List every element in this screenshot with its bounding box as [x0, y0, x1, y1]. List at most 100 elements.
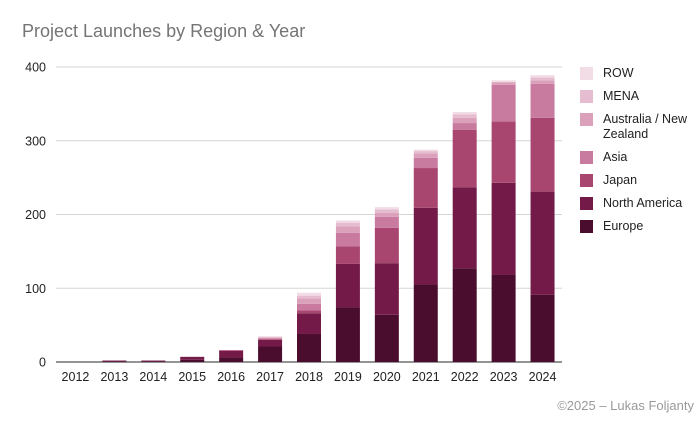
- bar-segment-europe-2016: [219, 357, 244, 362]
- x-tick-label: 2013: [100, 370, 128, 384]
- x-tick-label: 2017: [256, 370, 284, 384]
- bar-segment-asia-2022: [452, 123, 477, 130]
- bar-segment-row-2023: [491, 80, 516, 82]
- legend-swatch: [580, 90, 593, 103]
- x-tick-label: 2018: [295, 370, 323, 384]
- bar-segment-mena-2023: [491, 81, 516, 83]
- bar-segment-north-america-2023: [491, 182, 516, 275]
- bar-segment-asia-2021: [413, 157, 438, 169]
- bar-segment-australia-new-zealand-2020: [374, 213, 399, 217]
- legend-item: ROW: [580, 66, 698, 81]
- bar-segment-north-america-2024: [530, 191, 555, 295]
- chart-title: Project Launches by Region & Year: [22, 21, 306, 41]
- bar-segment-north-america-2017: [258, 339, 283, 347]
- y-tick-label: 0: [39, 356, 46, 370]
- legend-label: MENA: [603, 89, 640, 103]
- bar-segment-japan-2020: [374, 227, 399, 264]
- legend-swatch: [580, 220, 593, 233]
- bar-segment-row-2022: [452, 111, 477, 115]
- legend-item: North America: [580, 196, 698, 211]
- legend-label: Australia / New Zealand: [603, 112, 688, 141]
- bar-segment-mena-2019: [335, 222, 360, 227]
- y-tick-label: 300: [25, 134, 46, 148]
- bar-segment-north-america-2013: [102, 360, 127, 362]
- bar-segment-europe-2023: [491, 274, 516, 362]
- bar-segment-north-america-2021: [413, 207, 438, 285]
- x-tick-label: 2014: [139, 370, 167, 384]
- bar-segment-europe-2021: [413, 284, 438, 362]
- legend-swatch: [580, 151, 593, 164]
- bar-segment-row-2019: [335, 220, 360, 223]
- x-axis: 2012 2013 2014 2015 2016 2017 2018 2019 2020 2021…: [62, 370, 557, 384]
- bar-segment-north-america-2022: [452, 187, 477, 269]
- legend-item: Japan: [580, 173, 698, 188]
- legend-swatch: [580, 67, 593, 80]
- bar-segment-mena-2024: [530, 77, 555, 81]
- bar-segment-japan-2021: [413, 168, 438, 208]
- y-tick-label: 400: [25, 61, 46, 75]
- bar-segment-japan-2016: [219, 350, 244, 351]
- bar-segment-mena-2021: [413, 151, 438, 154]
- bar-segment-asia-2020: [374, 216, 399, 228]
- x-tick-label: 2024: [529, 370, 557, 384]
- bar-segment-europe-2017: [258, 346, 283, 362]
- bar-segment-north-america-2020: [374, 263, 399, 315]
- legend-swatch: [580, 197, 593, 210]
- bar-segment-asia-2024: [530, 83, 555, 118]
- x-tick-label: 2023: [490, 370, 518, 384]
- bar-segment-australia-new-zealand-2019: [335, 226, 360, 233]
- bar-segment-north-america-2014: [141, 360, 166, 362]
- bar-segment-japan-2018: [297, 310, 321, 314]
- bar-segment-europe-2022: [452, 268, 477, 362]
- x-tick-label: 2012: [62, 370, 90, 384]
- bar-segment-australia-new-zealand-2023: [491, 82, 516, 85]
- bar-segment-row-2018: [297, 292, 321, 296]
- bar-segment-mena-2018: [297, 295, 321, 299]
- bar-segment-europe-2013: [102, 361, 127, 363]
- legend-label: ROW: [603, 66, 634, 80]
- bar-segment-mena-2022: [452, 114, 477, 118]
- legend-item: Australia / New Zealand: [580, 112, 698, 142]
- bar-segment-row-2024: [530, 75, 555, 78]
- y-axis: 0 100 200 300 400: [25, 61, 46, 370]
- bar-segment-mena-2017: [258, 336, 283, 338]
- legend-label: North America: [603, 196, 683, 210]
- legend-item: MENA: [580, 89, 698, 104]
- bar-segment-row-2020: [374, 207, 399, 210]
- bar-segment-north-america-2016: [219, 350, 244, 358]
- x-tick-label: 2021: [412, 370, 440, 384]
- legend-item: Asia: [580, 150, 698, 165]
- legend: ROW MENA Australia / New Zealand Asia Japan N…: [580, 66, 698, 242]
- legend-swatch: [580, 174, 593, 187]
- bar-segment-japan-2019: [335, 246, 360, 264]
- y-tick-label: 100: [25, 282, 46, 296]
- bar-segment-japan-2024: [530, 117, 555, 192]
- bar-segment-north-america-2018: [297, 313, 321, 334]
- bar-segment-australia-new-zealand-2021: [413, 153, 438, 158]
- bar-segment-mena-2020: [374, 209, 399, 214]
- x-tick-label: 2022: [451, 370, 479, 384]
- bar-segment-australia-new-zealand-2022: [452, 117, 477, 124]
- bar-segment-north-america-2015: [180, 356, 205, 360]
- x-tick-label: 2016: [217, 370, 245, 384]
- bar-segment-japan-2023: [491, 121, 516, 183]
- bar-segment-japan-2022: [452, 129, 477, 188]
- bar-segment-north-america-2019: [335, 263, 360, 308]
- x-tick-label: 2020: [373, 370, 401, 384]
- bar-segment-asia-2023: [491, 84, 516, 122]
- bar-segment-europe-2019: [335, 307, 360, 362]
- legend-label: Japan: [603, 173, 638, 187]
- bar-segment-europe-2024: [530, 294, 555, 362]
- bar-segment-japan-2017: [258, 339, 283, 340]
- bar-segment-australia-new-zealand-2018: [297, 298, 321, 304]
- x-tick-label: 2015: [178, 370, 206, 384]
- bars: [102, 75, 555, 363]
- x-tick-label: 2019: [334, 370, 362, 384]
- legend-item: Europe: [580, 219, 698, 234]
- copyright-footer: ©2025 – Lukas Foljanty: [557, 398, 694, 413]
- bar-segment-australia-new-zealand-2017: [258, 337, 283, 339]
- legend-label: Asia: [603, 150, 628, 164]
- bar-segment-europe-2014: [141, 361, 166, 363]
- legend-swatch: [580, 113, 593, 126]
